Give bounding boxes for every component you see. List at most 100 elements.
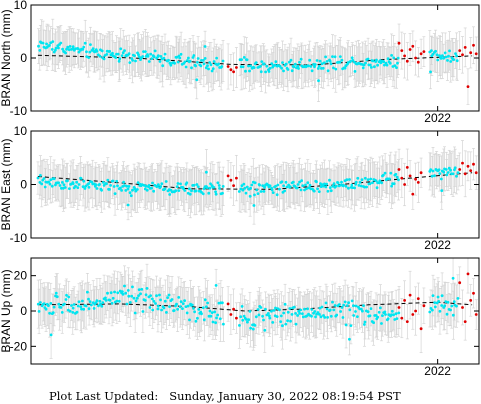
cyan-point	[45, 42, 48, 46]
cyan-point	[282, 69, 285, 73]
cyan-point	[293, 62, 297, 66]
cyan-point	[358, 180, 362, 184]
cyan-point	[163, 52, 167, 56]
cyan-point	[196, 60, 199, 64]
cyan-point	[134, 59, 137, 63]
cyan-point	[64, 298, 68, 301]
cyan-point	[137, 55, 141, 59]
cyan-point	[249, 326, 253, 330]
cyan-point	[296, 64, 300, 68]
red-point	[416, 297, 420, 300]
cyan-point	[75, 180, 79, 184]
cyan-point	[281, 61, 284, 64]
cyan-point	[68, 309, 72, 313]
y-tick-label: 10	[14, 0, 28, 12]
cyan-point	[158, 293, 161, 297]
cyan-point	[36, 302, 40, 306]
cyan-point	[297, 67, 300, 70]
cyan-point	[163, 299, 167, 303]
cyan-point	[368, 314, 372, 318]
cyan-point	[208, 309, 212, 313]
cyan-point	[159, 55, 163, 58]
cyan-point	[374, 179, 378, 183]
cyan-point	[258, 183, 261, 187]
cyan-point	[89, 43, 92, 46]
cyan-point	[159, 185, 163, 188]
cyan-point	[296, 314, 299, 317]
cyan-point	[268, 316, 272, 320]
cyan-point	[242, 182, 246, 186]
cyan-point	[342, 303, 346, 307]
cyan-point	[113, 192, 117, 196]
data-points	[36, 161, 478, 207]
cyan-point	[268, 184, 272, 188]
cyan-point	[283, 302, 287, 306]
red-point	[226, 174, 230, 178]
cyan-point	[98, 54, 102, 58]
cyan-point	[455, 304, 458, 308]
red-point	[229, 178, 233, 182]
cyan-point	[371, 181, 374, 185]
red-point	[411, 44, 415, 48]
cyan-point	[324, 185, 328, 189]
cyan-point	[57, 46, 60, 50]
cyan-point	[183, 189, 187, 192]
cyan-point	[178, 305, 182, 309]
cyan-point	[449, 168, 452, 172]
cyan-point	[200, 312, 203, 316]
cyan-point	[313, 65, 316, 69]
cyan-point	[59, 41, 63, 45]
cyan-point	[75, 310, 79, 314]
cyan-point	[176, 182, 180, 185]
cyan-point	[111, 296, 115, 300]
cyan-point	[280, 180, 284, 184]
cyan-point	[393, 64, 397, 68]
cyan-point	[304, 183, 307, 187]
cyan-point	[332, 182, 336, 186]
cyan-point	[268, 314, 271, 318]
cyan-point	[301, 184, 305, 188]
cyan-point	[431, 294, 435, 297]
cyan-point	[176, 307, 180, 311]
cyan-point	[49, 302, 53, 305]
cyan-point	[218, 187, 221, 190]
cyan-point	[115, 179, 119, 183]
y-axis-title: BRAN East (mm)	[0, 138, 13, 230]
cyan-point	[175, 185, 179, 189]
cyan-point	[274, 306, 277, 310]
cyan-point	[445, 312, 449, 316]
y-axis-title: BRAN Up (mm)	[0, 269, 13, 352]
cyan-point	[245, 185, 249, 189]
red-point	[458, 49, 462, 52]
cyan-point	[137, 53, 140, 57]
cyan-point	[243, 186, 247, 190]
cyan-point	[76, 304, 80, 308]
cyan-point	[159, 298, 162, 302]
cyan-point	[340, 180, 343, 184]
cyan-point	[451, 276, 455, 280]
cyan-point	[430, 49, 433, 52]
cyan-point	[36, 176, 40, 180]
cyan-point	[215, 316, 218, 320]
cyan-point	[155, 294, 158, 298]
red-point	[422, 304, 426, 308]
cyan-point	[383, 63, 386, 67]
cyan-point	[42, 302, 46, 305]
y-tick-label: 20	[14, 269, 28, 283]
cyan-point	[366, 57, 370, 61]
cyan-point	[123, 184, 126, 187]
cyan-point	[102, 57, 106, 61]
cyan-point	[93, 50, 97, 54]
cyan-point	[170, 298, 174, 301]
cyan-point	[274, 184, 277, 188]
cyan-point	[205, 186, 209, 190]
cyan-point	[290, 69, 294, 73]
cyan-point	[172, 309, 176, 312]
cyan-point	[174, 189, 178, 193]
cyan-point	[130, 294, 134, 298]
cyan-point	[188, 187, 191, 191]
cyan-point	[453, 166, 457, 170]
cyan-point	[275, 193, 279, 197]
red-point	[466, 85, 470, 88]
